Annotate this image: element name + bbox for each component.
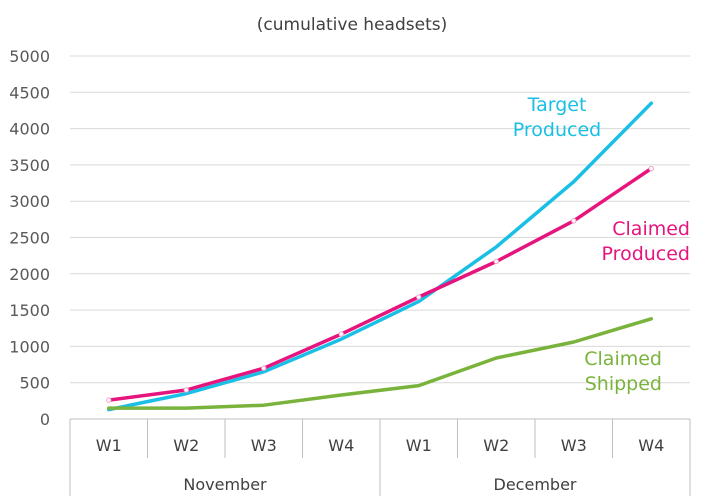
y-tick-label: 500 — [19, 374, 50, 393]
y-tick-label: 1000 — [9, 337, 50, 356]
y-tick-label: 2000 — [9, 265, 50, 284]
data-point — [416, 294, 422, 300]
y-tick-label: 4000 — [9, 120, 50, 139]
y-tick-label: 5000 — [9, 47, 50, 66]
data-point — [571, 218, 577, 224]
series-label: Target Produced — [513, 94, 601, 141]
data-point — [648, 165, 654, 172]
y-tick-label: 0 — [40, 410, 50, 429]
x-tick-label: W2 — [173, 436, 199, 455]
gridlines — [70, 55, 690, 384]
x-tick-label: W1 — [96, 436, 122, 455]
x-tick-label: W4 — [328, 436, 354, 455]
series-label-line: Claimed — [584, 348, 662, 370]
x-tick-label: W4 — [638, 436, 664, 455]
series-line — [107, 166, 654, 402]
data-point — [183, 387, 189, 393]
y-tick-label: 2500 — [9, 229, 50, 248]
data-point — [493, 258, 499, 265]
data-point — [338, 331, 344, 337]
data-point — [106, 397, 112, 403]
x-tick-label: W3 — [561, 436, 587, 455]
series-label-line: Target — [527, 94, 587, 116]
x-group-label: November — [183, 475, 267, 494]
series-line — [107, 101, 654, 412]
series-label-line: Shipped — [585, 373, 662, 395]
x-axis: W1 W2 W3 W4 W1 W2 W3 W4 November December — [69, 418, 691, 496]
series-label-line: Claimed — [612, 218, 690, 240]
series-lines — [106, 101, 654, 412]
data-point — [261, 365, 267, 371]
x-tick-label: W2 — [483, 436, 509, 455]
x-tick-label: W3 — [251, 436, 277, 455]
y-tick-label: 1500 — [9, 301, 50, 320]
series-label-line: Produced — [513, 119, 601, 141]
x-group-label: December — [494, 475, 577, 494]
series-label-line: Produced — [602, 243, 690, 265]
y-tick-label: 3500 — [9, 156, 50, 175]
series-label: Claimed Produced — [602, 218, 690, 265]
y-tick-label: 3000 — [9, 192, 50, 211]
series-labels: Target Produced Claimed Produced Claimed Ship… — [513, 94, 690, 395]
chart-subtitle: (cumulative headsets) — [257, 15, 447, 35]
y-axis: 0 500 1000 1500 2000 2500 3000 3500 4000 4500 5000 — [9, 47, 50, 429]
series-label: Claimed Shipped — [584, 348, 662, 395]
series-line — [107, 317, 654, 410]
x-tick-label: W1 — [406, 436, 432, 455]
y-tick-label: 4500 — [9, 83, 50, 102]
